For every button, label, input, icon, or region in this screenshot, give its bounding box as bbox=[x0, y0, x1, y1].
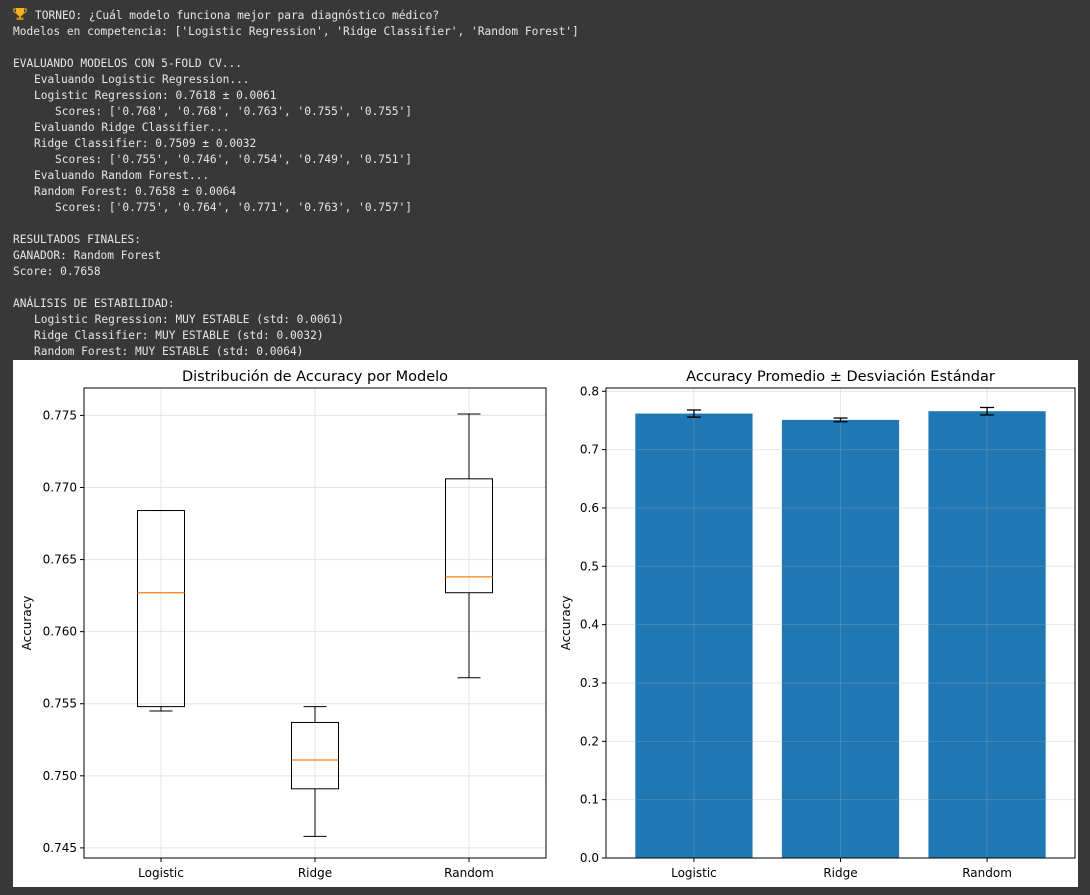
console-line: Scores: ['0.775', '0.764', '0.771', '0.7… bbox=[13, 200, 579, 216]
console-line: Ridge Classifier: 0.7509 ± 0.0032 bbox=[13, 136, 579, 152]
bar-chart-y-tick-label: 0.5 bbox=[580, 559, 599, 573]
console-line-text: Score: 0.7658 bbox=[13, 265, 101, 278]
bar-chart-x-tick-label: Logistic bbox=[671, 866, 717, 880]
console-line-text: Random Forest: 0.7658 ± 0.0064 bbox=[34, 185, 237, 198]
console-line-text: GANADOR: Random Forest bbox=[13, 249, 162, 262]
console-line: Random Forest: MUY ESTABLE (std: 0.0064) bbox=[13, 344, 579, 360]
bar-chart-y-axis-label: Accuracy bbox=[559, 596, 573, 651]
console-line: Modelos en competencia: ['Logistic Regre… bbox=[13, 24, 579, 40]
bar-random bbox=[928, 411, 1046, 858]
figure: 0.745 0.750 0.755 0.760 0.765 0.770 0.775 Logi… bbox=[13, 360, 1078, 887]
console-line: Evaluando Random Forest... bbox=[13, 168, 579, 184]
bar-chart-y-ticks: 0.0 0.1 0.2 0.3 0.4 0.5 0.6 0.7 0.8 bbox=[580, 384, 606, 865]
bar-logistic bbox=[635, 413, 753, 858]
console-line-text: Scores: ['0.775', '0.764', '0.771', '0.7… bbox=[55, 201, 412, 214]
bar-chart-y-tick-label: 0.8 bbox=[580, 384, 599, 398]
boxplot-y-ticks: 0.745 0.750 0.755 0.760 0.765 0.770 0.775 bbox=[43, 408, 84, 855]
bar-chart-title: Accuracy Promedio ± Desviación Estándar bbox=[686, 369, 995, 385]
console-line: Evaluando Ridge Classifier... bbox=[13, 120, 579, 136]
console-line-text: TORNEO: ¿Cuál modelo funciona mejor para… bbox=[35, 9, 440, 22]
boxplot-box-group bbox=[137, 510, 185, 712]
boxplot-y-tick-label: 0.755 bbox=[43, 697, 77, 711]
bar-chart-bars bbox=[635, 411, 1046, 858]
boxplot-y-tick-label: 0.745 bbox=[43, 841, 77, 855]
error-bar bbox=[980, 406, 995, 416]
boxplot-title: Distribución de Accuracy por Modelo bbox=[182, 369, 448, 385]
console-line: Evaluando Logistic Regression... bbox=[13, 72, 579, 88]
console-line bbox=[13, 280, 579, 296]
console-line: Ridge Classifier: MUY ESTABLE (std: 0.00… bbox=[13, 328, 579, 344]
boxplot-box bbox=[291, 721, 339, 790]
console-line-text: Modelos en competencia: ['Logistic Regre… bbox=[13, 25, 579, 38]
console-output: TORNEO: ¿Cuál modelo funciona mejor para… bbox=[13, 8, 579, 360]
console-line: RESULTADOS FINALES: bbox=[13, 232, 579, 248]
bar-chart: 0.0 0.1 0.2 0.3 0.4 0.5 0.6 0.7 0.8 Logistic Ridg… bbox=[559, 369, 1076, 880]
bar-chart-x-ticks: Logistic Ridge Random bbox=[671, 858, 1012, 880]
console-line-text: Evaluando Random Forest... bbox=[34, 169, 210, 182]
bar-chart-y-tick-label: 0.0 bbox=[580, 851, 599, 865]
bar-chart-y-tick-label: 0.4 bbox=[580, 618, 599, 632]
boxplot-gridlines bbox=[84, 388, 546, 858]
console-line bbox=[13, 40, 579, 56]
bar-chart-y-tick-label: 0.6 bbox=[580, 501, 599, 515]
console-line: TORNEO: ¿Cuál modelo funciona mejor para… bbox=[13, 8, 579, 24]
boxplot-y-tick-label: 0.750 bbox=[43, 769, 77, 783]
bar-chart-y-tick-label: 0.7 bbox=[580, 443, 599, 457]
bar-chart-y-tick-label: 0.2 bbox=[580, 734, 599, 748]
boxplot-x-tick-label: Ridge bbox=[298, 866, 332, 880]
console-line-text: Evaluando Ridge Classifier... bbox=[34, 121, 230, 134]
boxplot-box-group bbox=[445, 413, 493, 679]
console-line: Logistic Regression: 0.7618 ± 0.0061 bbox=[13, 88, 579, 104]
boxplot-x-tick-label: Random bbox=[444, 866, 494, 880]
console-line: Score: 0.7658 bbox=[13, 264, 579, 280]
boxplot-y-tick-label: 0.770 bbox=[43, 480, 77, 494]
bar-chart-error-bars bbox=[686, 406, 995, 423]
boxplot-x-tick-label: Logistic bbox=[138, 866, 184, 880]
console-line-text: Scores: ['0.768', '0.768', '0.763', '0.7… bbox=[55, 105, 412, 118]
trophy-icon bbox=[13, 8, 27, 20]
error-bar bbox=[686, 409, 701, 418]
boxplot-box bbox=[445, 478, 493, 594]
console-line-text: ANÁLISIS DE ESTABILIDAD: bbox=[13, 297, 175, 310]
console-line: Random Forest: 0.7658 ± 0.0064 bbox=[13, 184, 579, 200]
bar-ridge bbox=[781, 419, 900, 858]
console-line: ANÁLISIS DE ESTABILIDAD: bbox=[13, 296, 579, 312]
console-line: EVALUANDO MODELOS CON 5-FOLD CV... bbox=[13, 56, 579, 72]
console-line: Scores: ['0.768', '0.768', '0.763', '0.7… bbox=[13, 104, 579, 120]
console-line-text: Logistic Regression: MUY ESTABLE (std: 0… bbox=[34, 313, 344, 326]
bar-chart-y-tick-label: 0.1 bbox=[580, 793, 599, 807]
bar-chart-y-tick-label: 0.3 bbox=[580, 676, 599, 690]
console-line-text: Random Forest: MUY ESTABLE (std: 0.0064) bbox=[34, 345, 304, 358]
console-line-text: EVALUANDO MODELOS CON 5-FOLD CV... bbox=[13, 57, 243, 70]
console-line: GANADOR: Random Forest bbox=[13, 248, 579, 264]
boxplot-box bbox=[137, 510, 185, 708]
boxplot-y-tick-label: 0.760 bbox=[43, 625, 77, 639]
console-line: Scores: ['0.755', '0.746', '0.754', '0.7… bbox=[13, 152, 579, 168]
bar-chart-x-tick-label: Random bbox=[962, 866, 1012, 880]
boxplot-y-tick-label: 0.765 bbox=[43, 553, 77, 567]
bar-chart-x-tick-label: Ridge bbox=[823, 866, 857, 880]
error-bar bbox=[833, 417, 848, 423]
boxplot-box-group bbox=[291, 706, 339, 837]
boxplot-y-axis-label: Accuracy bbox=[20, 596, 34, 651]
bar-chart-gridlines bbox=[606, 388, 1075, 859]
console-line: Logistic Regression: MUY ESTABLE (std: 0… bbox=[13, 312, 579, 328]
console-line-text: Ridge Classifier: MUY ESTABLE (std: 0.00… bbox=[34, 329, 324, 342]
boxplot-y-tick-label: 0.775 bbox=[43, 408, 77, 422]
boxplot-chart: 0.745 0.750 0.755 0.760 0.765 0.770 0.775 Logi… bbox=[20, 369, 547, 880]
boxplot-x-ticks: Logistic Ridge Random bbox=[138, 858, 494, 880]
boxplot-boxes bbox=[137, 413, 493, 837]
console-line-text: RESULTADOS FINALES: bbox=[13, 233, 141, 246]
figure-canvas: 0.745 0.750 0.755 0.760 0.765 0.770 0.775 Logi… bbox=[20, 369, 1076, 880]
console-line-text: Scores: ['0.755', '0.746', '0.754', '0.7… bbox=[55, 153, 412, 166]
console-line bbox=[13, 216, 579, 232]
console-line-text: Evaluando Logistic Regression... bbox=[34, 73, 250, 86]
console-line-text: Logistic Regression: 0.7618 ± 0.0061 bbox=[34, 89, 277, 102]
console-line-text: Ridge Classifier: 0.7509 ± 0.0032 bbox=[34, 137, 257, 150]
